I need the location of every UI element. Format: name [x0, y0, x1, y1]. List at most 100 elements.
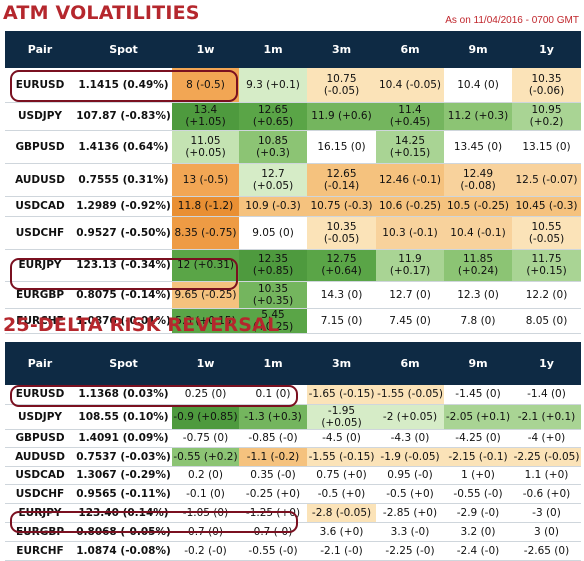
atm-row-usdcad: USDCAD 1.2989 (-0.92%) 11.8 (-1.2) 10.9 (-0…: [5, 196, 581, 217]
tenor-cell-1m: 10.35 (+0.35): [239, 281, 307, 309]
tenor-cell-6m: -2.25 (-0): [376, 541, 444, 561]
tenor-cell-6m: -1.9 (-0.05): [376, 447, 444, 467]
tenor-cell-3m: 12.65 (-0.14): [307, 163, 376, 197]
tenor-cell-1m: 10.9 (-0.3): [239, 196, 307, 217]
tenor-cell-1w: 11.05 (+0.05): [172, 130, 239, 164]
tenor-cell-1m: 0.35 (-0): [239, 466, 307, 485]
atm-row-audusd: AUDUSD 0.7555 (0.31%) 13 (-0.5) 12.7 (+0.05…: [5, 163, 581, 197]
tenor-cell-9m: -0.55 (-0): [444, 484, 512, 504]
tenor-cell-1m: 12.65 (+0.65): [239, 102, 307, 131]
spot-value: 1.0876 (-0.01%): [75, 308, 172, 334]
tenor-cell-1y: 11.75 (+0.15): [512, 249, 581, 282]
tenor-cell-9m: 3.2 (0): [444, 522, 512, 542]
atm-header-6m: 6m: [376, 31, 444, 68]
spot-value: 1.4091 (0.09%): [75, 429, 172, 448]
atm-header-1w: 1w: [172, 31, 239, 68]
rr-header-9m: 9m: [444, 342, 512, 385]
rr-row-usdjpy: USDJPY 108.55 (0.10%) -0.9 (+0.85) -1.3 (+0…: [5, 404, 581, 430]
tenor-cell-1y: 8.05 (0): [512, 308, 581, 334]
tenor-cell-9m: 10.5 (-0.25): [444, 196, 512, 217]
atm-row-eurchf: EURCHF 1.0876 (-0.01%) 5.3 (+0.15) 5.45 (+0…: [5, 308, 581, 334]
tenor-cell-1w: 13 (-0.5): [172, 163, 239, 197]
tenor-cell-9m: 1 (+0): [444, 466, 512, 485]
pair-label: EURCHF: [5, 308, 75, 334]
tenor-cell-6m: 3.3 (-0): [376, 522, 444, 542]
tenor-cell-1y: -2.65 (0): [512, 541, 581, 561]
tenor-cell-6m: 12.7 (0): [376, 281, 444, 309]
pair-label: USDCAD: [5, 196, 75, 217]
atm-title: ATM VOLATILITIES: [3, 2, 200, 24]
tenor-cell-1w: 13.4 (+1.05): [172, 102, 239, 131]
rr-row-audusd: AUDUSD 0.7537 (-0.03%) -0.55 (+0.2) -1.1 (-…: [5, 447, 581, 467]
rr-header-spot: Spot: [75, 342, 172, 385]
atm-row-eurjpy: EURJPY 123.13 (-0.34%) 12 (+0.31) 12.35 (+0…: [5, 249, 581, 282]
spot-value: 0.7537 (-0.03%): [75, 447, 172, 467]
tenor-cell-9m: -2.05 (+0.1): [444, 404, 512, 430]
tenor-cell-1m: -0.85 (-0): [239, 429, 307, 448]
tenor-cell-6m: 10.6 (-0.25): [376, 196, 444, 217]
tenor-cell-6m: 14.25 (+0.15): [376, 130, 444, 164]
tenor-cell-1w: -0.2 (-0): [172, 541, 239, 561]
tenor-cell-3m: 3.6 (+0): [307, 522, 376, 542]
tenor-cell-9m: -2.15 (-0.1): [444, 447, 512, 467]
pair-label: AUDUSD: [5, 447, 75, 467]
tenor-cell-3m: -1.95 (+0.05): [307, 404, 376, 430]
tenor-cell-1y: -0.6 (+0): [512, 484, 581, 504]
spot-value: 1.4136 (0.64%): [75, 130, 172, 164]
tenor-cell-1w: -0.9 (+0.85): [172, 404, 239, 430]
tenor-cell-6m: -2.85 (+0): [376, 503, 444, 523]
tenor-cell-1w: 5.3 (+0.15): [172, 308, 239, 334]
tenor-cell-1w: -0.1 (0): [172, 484, 239, 504]
rr-header-1w: 1w: [172, 342, 239, 385]
tenor-cell-6m: -2 (+0.05): [376, 404, 444, 430]
pair-label: GBPUSD: [5, 130, 75, 164]
tenor-cell-1m: 9.3 (+0.1): [239, 68, 307, 103]
tenor-cell-9m: 11.85 (+0.24): [444, 249, 512, 282]
pair-label: USDCHF: [5, 216, 75, 250]
tenor-cell-6m: 0.95 (-0): [376, 466, 444, 485]
tenor-cell-1y: 10.45 (-0.3): [512, 196, 581, 217]
tenor-cell-1m: 9.05 (0): [239, 216, 307, 250]
tenor-cell-6m: 10.3 (-0.1): [376, 216, 444, 250]
tenor-cell-6m: -4.3 (0): [376, 429, 444, 448]
tenor-cell-3m: -2.8 (-0.05): [307, 503, 376, 523]
rr-header-6m: 6m: [376, 342, 444, 385]
pair-label: EURUSD: [5, 385, 75, 405]
tenor-cell-1w: -0.55 (+0.2): [172, 447, 239, 467]
as-of-date: As on 11/04/2016 - 0700 GMT: [445, 15, 579, 26]
spot-value: 1.2989 (-0.92%): [75, 196, 172, 217]
pair-label: GBPUSD: [5, 429, 75, 448]
spot-value: 107.87 (-0.83%): [75, 102, 172, 131]
rr-row-usdcad: USDCAD 1.3067 (-0.29%) 0.2 (0) 0.35 (-0) 0.7…: [5, 466, 581, 485]
tenor-cell-1w: 8.35 (-0.75): [172, 216, 239, 250]
tenor-cell-1w: -0.75 (0): [172, 429, 239, 448]
tenor-cell-9m: 13.45 (0): [444, 130, 512, 164]
tenor-cell-1y: 1.1 (+0): [512, 466, 581, 485]
pair-label: EURGBP: [5, 281, 75, 309]
rr-title: 25-DELTA RISK REVERSAL: [3, 314, 280, 336]
rr-header-1m: 1m: [239, 342, 307, 385]
rr-row-eurchf: EURCHF 1.0874 (-0.08%) -0.2 (-0) -0.55 (-0)…: [5, 541, 581, 561]
rr-header-3m: 3m: [307, 342, 376, 385]
tenor-cell-3m: -1.55 (-0.15): [307, 447, 376, 467]
tenor-cell-1m: 10.85 (+0.3): [239, 130, 307, 164]
atm-row-eurgbp: EURGBP 0.8075 (-0.14%) 9.65 (-0.25) 10.35 (…: [5, 281, 581, 309]
tenor-cell-1m: 5.45 (+0.25): [239, 308, 307, 334]
tenor-cell-1y: 10.35 (-0.06): [512, 68, 581, 103]
tenor-cell-1y: 13.15 (0): [512, 130, 581, 164]
spot-value: 123.13 (-0.34%): [75, 249, 172, 282]
tenor-cell-1w: 12 (+0.31): [172, 249, 239, 282]
tenor-cell-9m: -2.4 (-0): [444, 541, 512, 561]
spot-value: 0.7555 (0.31%): [75, 163, 172, 197]
tenor-cell-6m: 7.45 (0): [376, 308, 444, 334]
tenor-cell-9m: -1.45 (0): [444, 385, 512, 405]
tenor-cell-9m: 7.8 (0): [444, 308, 512, 334]
tenor-cell-9m: 11.2 (+0.3): [444, 102, 512, 131]
tenor-cell-3m: 12.75 (+0.64): [307, 249, 376, 282]
highlight-eurusd-rr: [10, 385, 298, 407]
tenor-cell-9m: 10.4 (-0.1): [444, 216, 512, 250]
tenor-cell-1m: -1.3 (+0.3): [239, 404, 307, 430]
tenor-cell-1y: 12.2 (0): [512, 281, 581, 309]
tenor-cell-3m: -2.1 (-0): [307, 541, 376, 561]
tenor-cell-1y: -2.1 (+0.1): [512, 404, 581, 430]
